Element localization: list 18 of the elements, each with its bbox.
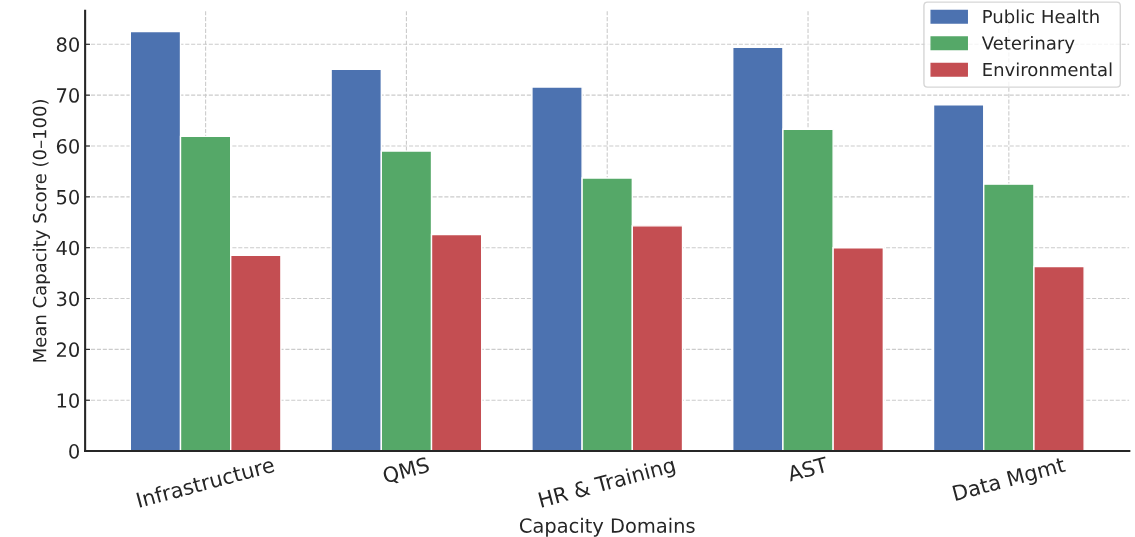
y-tick-label: 10 — [57, 393, 79, 408]
legend-label: Environmental — [983, 62, 1112, 77]
y-tick-label: 60 — [56, 138, 79, 154]
y-tick-label: 50 — [57, 189, 79, 205]
y-tick-label: 70 — [57, 88, 79, 103]
y-tick-label: 30 — [57, 291, 79, 307]
x-tick-label: HR & Training — [538, 456, 677, 512]
x-axis-title: Capacity Domains — [519, 517, 695, 537]
y-tick-label: 40 — [56, 240, 79, 256]
x-tick-label: AST — [786, 456, 830, 482]
y-tick-label: 80 — [56, 37, 79, 52]
x-tick-label: QMS — [382, 456, 431, 486]
y-tick-label: 20 — [56, 342, 79, 358]
y-axis-title: Mean Capacity Score (0–100) — [32, 99, 50, 362]
legend-label: Public Health — [983, 9, 1099, 24]
y-tick-label: 0 — [69, 444, 79, 459]
legend-label: Veterinary — [981, 35, 1075, 54]
x-tick-label: Data Mgmt — [952, 456, 1068, 505]
